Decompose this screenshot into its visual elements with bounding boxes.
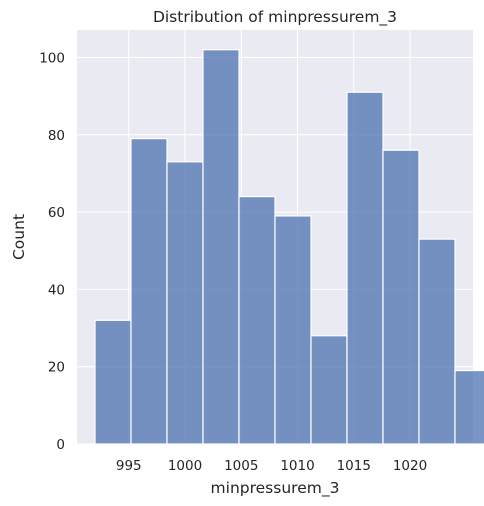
x-tick-label: 995: [116, 458, 142, 474]
histogram-bar: [166, 161, 204, 445]
y-tick-label: 20: [48, 360, 65, 376]
y-tick-label: 0: [56, 437, 65, 453]
histogram-bar: [274, 215, 312, 445]
histogram-bar: [310, 335, 348, 445]
histogram-bar: [382, 149, 420, 445]
y-tick-label: 80: [48, 128, 65, 144]
histogram-bar: [130, 138, 168, 445]
histogram-bar: [418, 238, 456, 445]
y-tick-labels: 0 20 40 60 80 100: [39, 50, 65, 453]
x-tick-label: 1010: [280, 458, 314, 474]
bars: [94, 49, 484, 445]
histogram-bar: [454, 369, 484, 445]
histogram-bar: [202, 49, 240, 445]
x-axis-label: minpressurem_3: [211, 479, 340, 498]
x-tick-labels: 995 1000 1005 1010 1015 1020: [116, 458, 427, 474]
x-tick-label: 1020: [393, 458, 427, 474]
y-tick-label: 100: [39, 50, 65, 66]
y-tick-label: 40: [48, 282, 65, 298]
histogram-bar: [346, 91, 384, 445]
x-tick-label: 1005: [224, 458, 258, 474]
x-tick-label: 1000: [168, 458, 202, 474]
chart-title: Distribution of minpressurem_3: [153, 8, 397, 27]
x-tick-label: 1015: [337, 458, 371, 474]
histogram-bar: [94, 319, 132, 445]
y-axis-label: Count: [10, 214, 28, 260]
y-tick-label: 60: [48, 205, 65, 221]
histogram-bar: [238, 196, 276, 445]
